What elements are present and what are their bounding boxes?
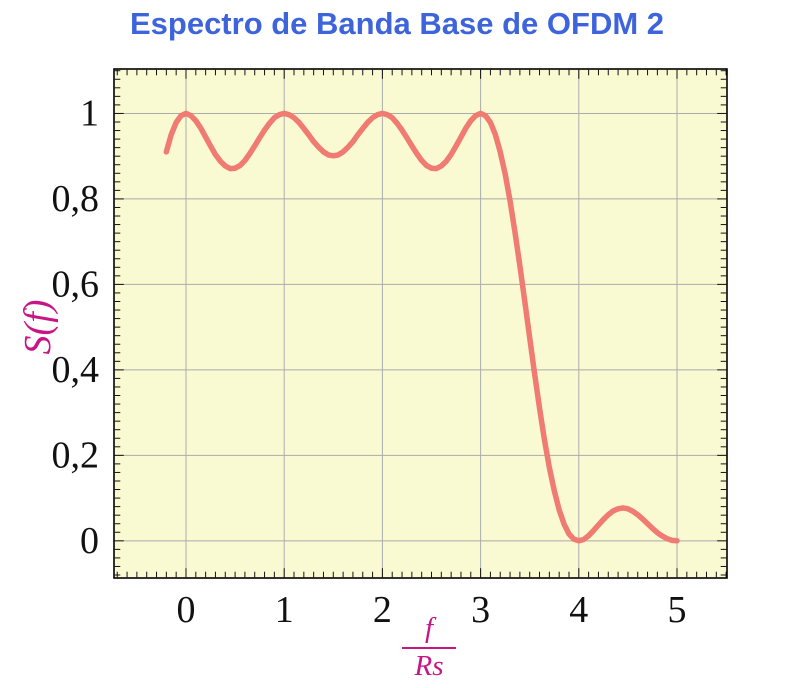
x-tick-label: 3 [471, 589, 490, 631]
y-tick-label: 1 [80, 92, 99, 134]
x-tick-label: 2 [373, 589, 392, 631]
x-tick-label: 1 [275, 589, 294, 631]
plot-frame [113, 68, 728, 579]
y-tick-label: 0,8 [52, 178, 100, 220]
y-tick-label: 0 [80, 520, 99, 562]
gridlines [114, 69, 727, 578]
chart-title: Espectro de Banda Base de OFDM 2 [129, 6, 665, 41]
y-tick-label: 0,6 [52, 263, 100, 305]
y-tick-label: 0,4 [52, 349, 100, 391]
axis-ticks [114, 69, 727, 578]
spectrum-curve [163, 110, 680, 544]
x-tick-labels: 0 1 2 3 4 5 [176, 589, 686, 631]
x-tick-label: 0 [176, 589, 195, 631]
y-tick-labels: 0 0,2 0,4 0,6 0,8 1 [52, 92, 100, 561]
x-axis-label: f Rs [402, 614, 456, 681]
series-line [163, 110, 680, 544]
plot-background [114, 69, 727, 578]
x-axis-label-numerator: f [424, 612, 434, 644]
x-tick-label: 5 [668, 589, 687, 631]
x-axis-label-denominator: Rs [414, 650, 444, 682]
fraction-bar [402, 647, 456, 649]
x-tick-label: 4 [569, 589, 588, 631]
y-tick-label: 0,2 [52, 434, 100, 476]
